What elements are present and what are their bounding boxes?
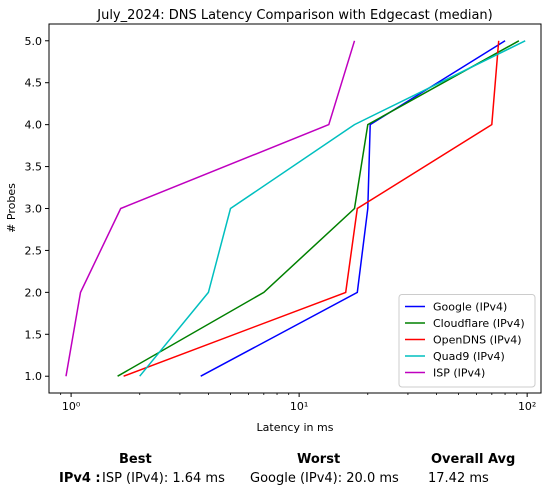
summary-avg-header: Overall Avg bbox=[431, 452, 516, 467]
y-tick-label: 3.5 bbox=[25, 161, 43, 174]
y-tick-label: 4.5 bbox=[25, 77, 43, 90]
legend-label: ISP (IPv4) bbox=[433, 367, 485, 380]
legend-label: Google (IPv4) bbox=[433, 301, 507, 314]
legend: Google (IPv4) Cloudflare (IPv4) OpenDNS (I… bbox=[398, 294, 536, 388]
y-axis: 1.0 1.5 2.0 2.5 3.0 3.5 4.0 4.5 5.0 bbox=[25, 35, 49, 383]
legend-label: OpenDNS (IPv4) bbox=[433, 334, 522, 347]
legend-box bbox=[398, 294, 536, 388]
summary-worst-header: Worst bbox=[297, 452, 341, 467]
y-tick-label: 1.5 bbox=[25, 328, 43, 341]
latency-chart: July_2024: DNS Latency Comparison with E… bbox=[5, 8, 542, 434]
x-tick-label: 10² bbox=[518, 400, 536, 413]
y-tick-label: 2.0 bbox=[25, 286, 43, 299]
summary-best-header: Best bbox=[119, 452, 152, 467]
summary-row-label: IPv4 : bbox=[59, 471, 101, 486]
y-tick-label: 3.0 bbox=[25, 203, 43, 216]
summary-avg-value: 17.42 ms bbox=[428, 471, 489, 486]
series-line bbox=[139, 40, 526, 377]
series-line bbox=[200, 40, 506, 377]
y-tick-label: 5.0 bbox=[25, 35, 43, 48]
x-tick-label: 10⁰ bbox=[62, 400, 81, 413]
legend-label: Quad9 (IPv4) bbox=[433, 350, 505, 363]
y-axis-label: # Probes bbox=[5, 183, 18, 233]
x-axis: 10⁰ 10¹ 10² bbox=[60, 393, 536, 413]
x-axis-label: Latency in ms bbox=[257, 421, 334, 434]
chart-title: July_2024: DNS Latency Comparison with E… bbox=[96, 8, 493, 23]
series-line bbox=[123, 40, 500, 377]
series-line bbox=[117, 40, 520, 377]
legend-label: Cloudflare (IPv4) bbox=[433, 317, 525, 330]
y-tick-label: 2.5 bbox=[25, 244, 43, 257]
series-lines bbox=[65, 40, 526, 377]
series-line bbox=[65, 40, 356, 377]
y-tick-label: 4.0 bbox=[25, 119, 43, 132]
y-tick-label: 1.0 bbox=[25, 370, 43, 383]
summary-best-value: ISP (IPv4): 1.64 ms bbox=[102, 471, 225, 486]
x-tick-label: 10¹ bbox=[290, 400, 308, 413]
summary-worst-value: Google (IPv4): 20.0 ms bbox=[250, 471, 399, 486]
